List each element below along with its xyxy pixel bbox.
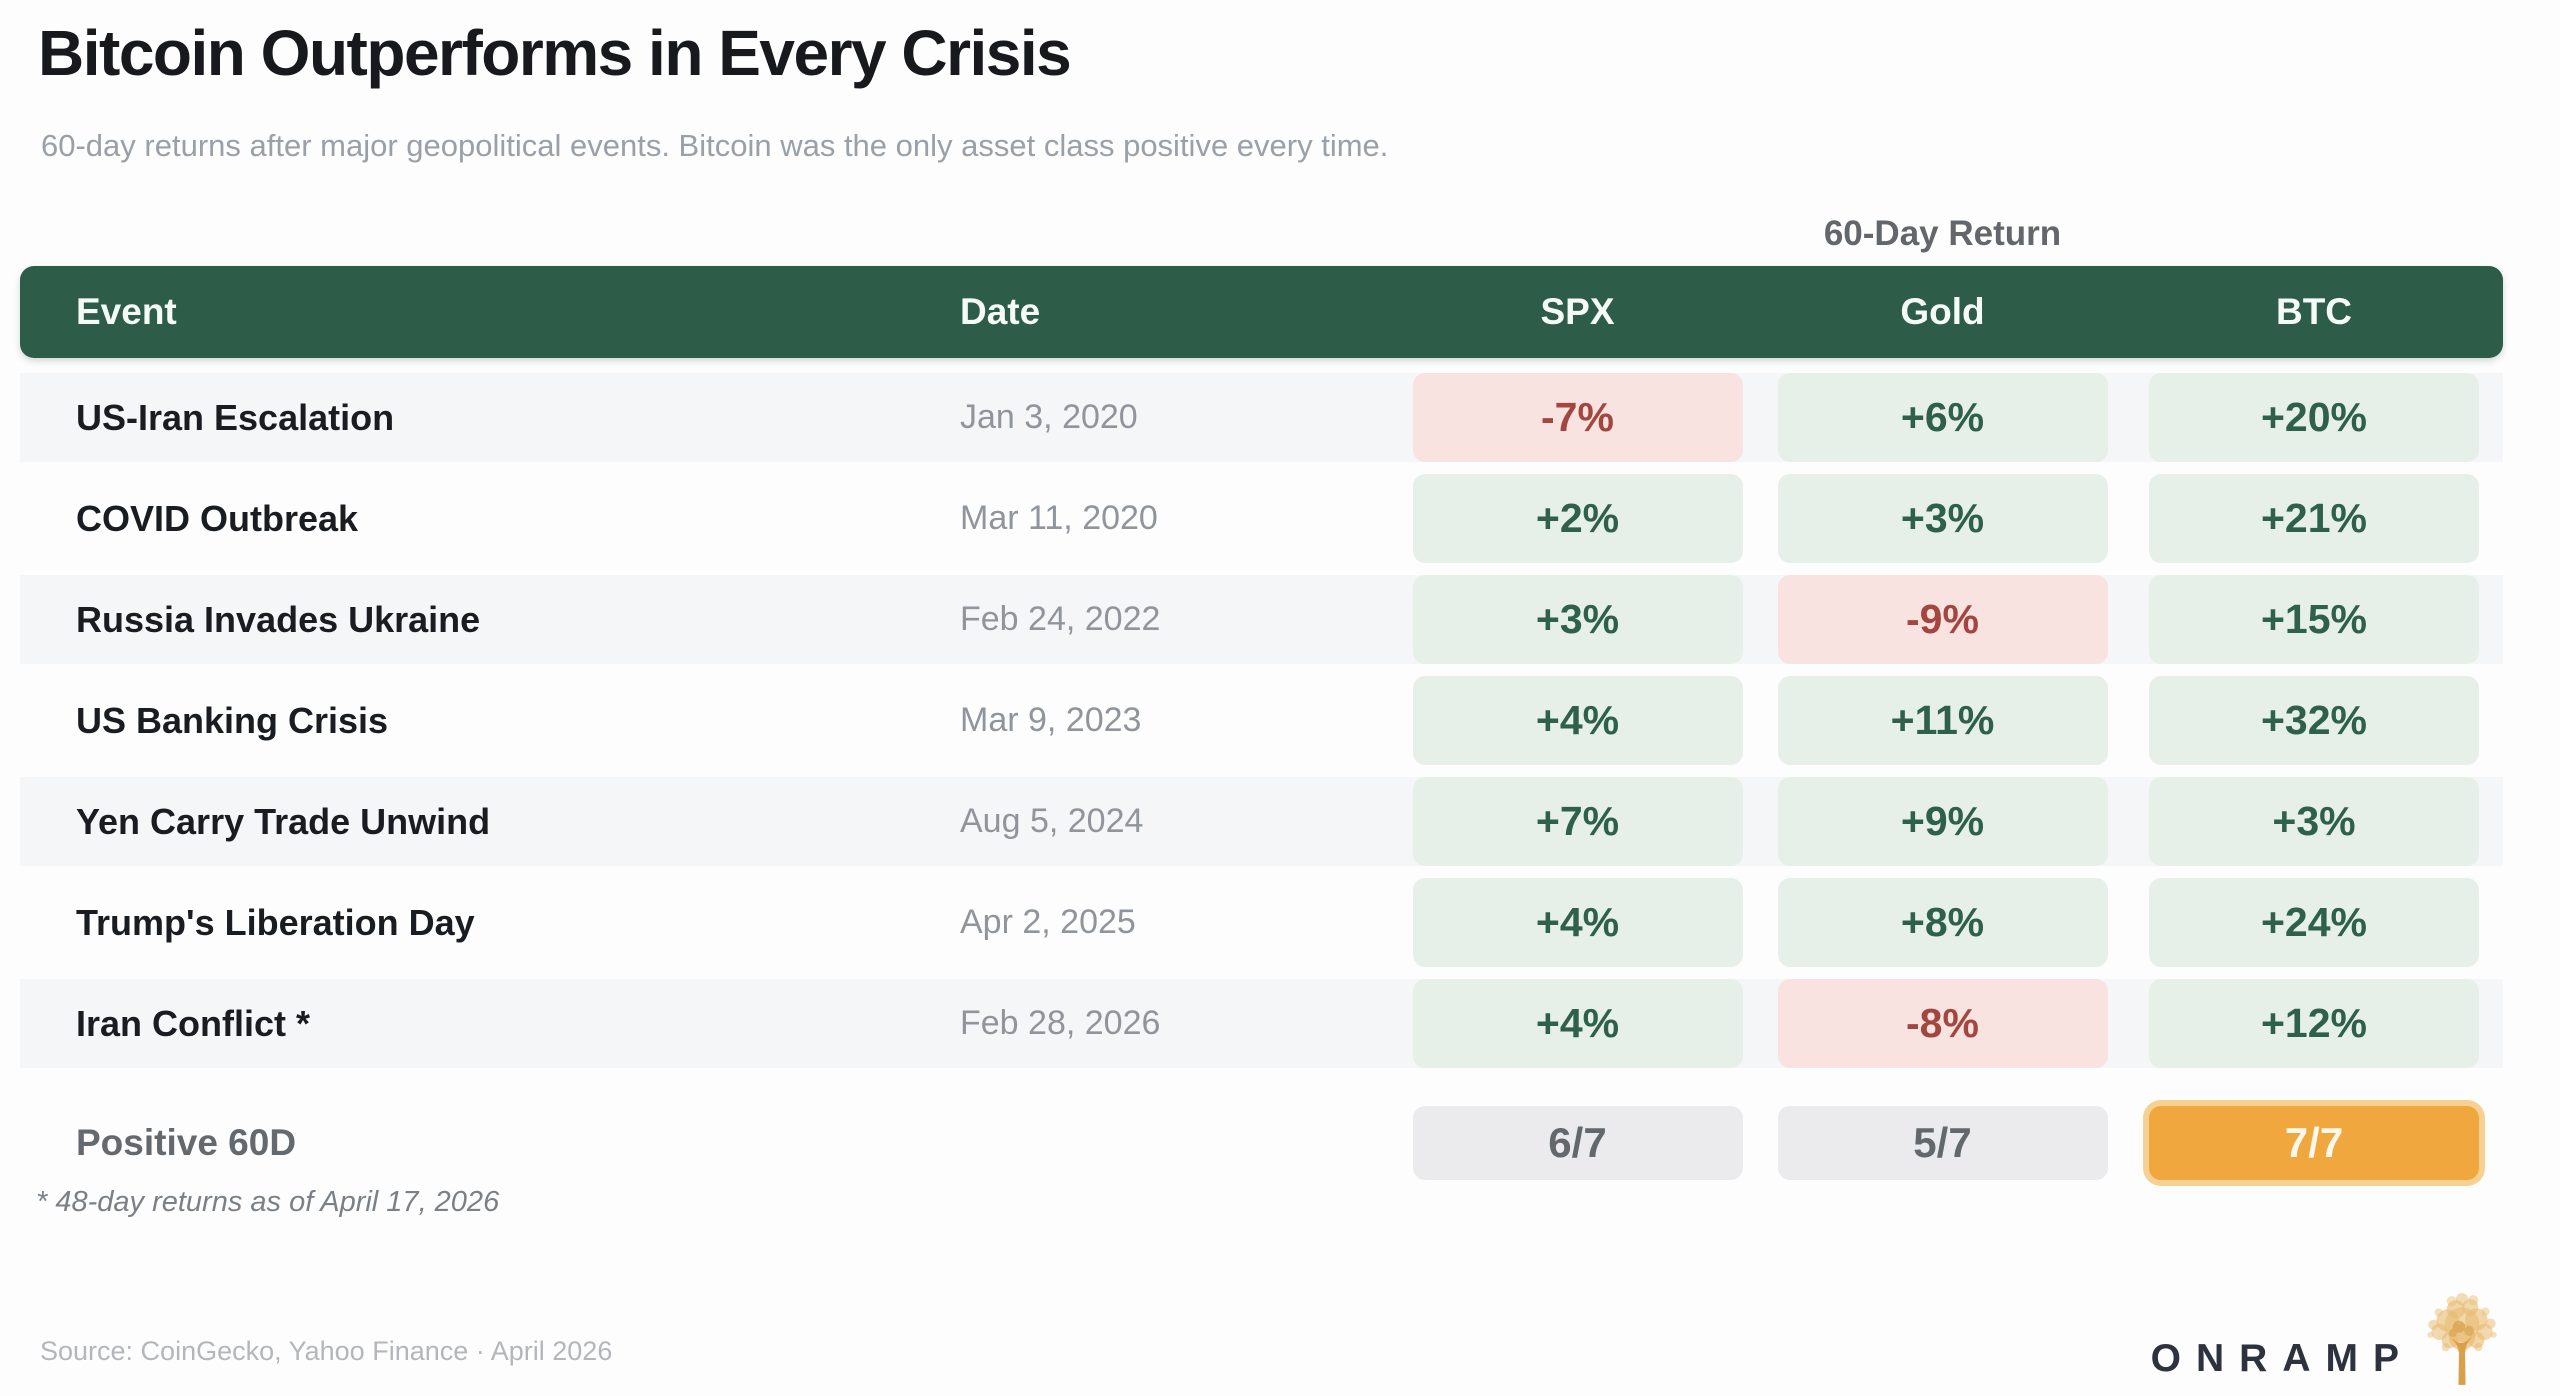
column-header-date: Date — [960, 291, 1041, 332]
date-cell: Aug 5, 2024 — [960, 802, 1144, 840]
date-cell: Feb 24, 2022 — [960, 600, 1161, 638]
date-cell: Apr 2, 2025 — [960, 903, 1136, 941]
spx-cell: +3% — [1395, 575, 1760, 664]
date-cell: Feb 28, 2026 — [960, 1004, 1161, 1042]
summary-pill-btc: 7/7 — [2149, 1106, 2479, 1180]
summary-cell-spx: 6/7 — [1395, 1106, 1760, 1180]
btc-cell: +20% — [2125, 373, 2503, 462]
gold-return-pill: -9% — [1777, 575, 2108, 664]
gold-cell: +11% — [1760, 676, 2125, 765]
btc-return-pill: +20% — [2149, 373, 2479, 462]
spx-return-pill: -7% — [1412, 373, 1743, 462]
summary-row: Positive 60D 6/7 5/7 7/7 — [20, 1106, 2503, 1180]
event-cell: Yen Carry Trade Unwind — [76, 800, 491, 842]
gold-cell: +9% — [1760, 777, 2125, 866]
btc-return-pill: +12% — [2149, 979, 2479, 1068]
summary-cell-btc: 7/7 — [2125, 1106, 2503, 1180]
gold-return-pill: +3% — [1777, 474, 2108, 563]
btc-cell: +32% — [2125, 676, 2503, 765]
onramp-logo: ONRAMP — [2151, 1290, 2512, 1392]
btc-return-pill: +15% — [2149, 575, 2479, 664]
summary-pill-spx: 6/7 — [1412, 1106, 1743, 1180]
spx-cell: -7% — [1395, 373, 1760, 462]
btc-cell: +24% — [2125, 878, 2503, 967]
table-row: COVID Outbreak Mar 11, 2020 +2% +3% +21% — [20, 474, 2503, 563]
btc-return-pill: +24% — [2149, 878, 2479, 967]
spx-cell: +4% — [1395, 878, 1760, 967]
btc-cell: +3% — [2125, 777, 2503, 866]
gold-return-pill: -8% — [1777, 979, 2108, 1068]
source-attribution: Source: CoinGecko, Yahoo Finance · April… — [40, 1336, 613, 1366]
table-row: Iran Conflict * Feb 28, 2026 +4% -8% +12% — [20, 979, 2503, 1068]
gold-return-pill: +11% — [1777, 676, 2108, 765]
event-cell: Trump's Liberation Day — [76, 901, 475, 943]
spx-return-pill: +4% — [1412, 979, 1743, 1068]
btc-cell: +15% — [2125, 575, 2503, 664]
tree-icon — [2427, 1293, 2497, 1385]
gold-cell: +8% — [1760, 878, 2125, 967]
date-cell: Mar 9, 2023 — [960, 701, 1142, 739]
table-row: Trump's Liberation Day Apr 2, 2025 +4% +8% +… — [20, 878, 2503, 967]
group-header-60-day-return: 60-Day Return — [1823, 214, 2062, 253]
gold-return-pill: +6% — [1777, 373, 2108, 462]
spx-return-pill: +7% — [1412, 777, 1743, 866]
spx-cell: +2% — [1395, 474, 1760, 563]
event-cell: US Banking Crisis — [76, 699, 389, 741]
btc-cell: +21% — [2125, 474, 2503, 563]
event-cell: Russia Invades Ukraine — [76, 598, 481, 640]
summary-label: Positive 60D — [76, 1122, 297, 1163]
date-cell: Mar 11, 2020 — [960, 499, 1158, 537]
spx-return-pill: +4% — [1412, 878, 1743, 967]
spx-cell: +4% — [1395, 676, 1760, 765]
gold-cell: -9% — [1760, 575, 2125, 664]
spx-cell: +7% — [1395, 777, 1760, 866]
column-header-gold: Gold — [1900, 291, 1985, 332]
table-row: US Banking Crisis Mar 9, 2023 +4% +11% +32% — [20, 676, 2503, 765]
btc-return-pill: +21% — [2149, 474, 2479, 563]
column-header-spx: SPX — [1540, 291, 1615, 332]
btc-cell: +12% — [2125, 979, 2503, 1068]
btc-return-pill: +3% — [2149, 777, 2479, 866]
returns-table: Event Date SPX Gold BTC US-Iran Escalati… — [20, 266, 2503, 1180]
btc-return-pill: +32% — [2149, 676, 2479, 765]
table-row: Russia Invades Ukraine Feb 24, 2022 +3% -9%… — [20, 575, 2503, 664]
event-cell: COVID Outbreak — [76, 497, 359, 539]
column-header-event: Event — [76, 291, 177, 332]
summary-cell-gold: 5/7 — [1760, 1106, 2125, 1180]
page-subtitle: 60-day returns after major geopolitical … — [41, 128, 1389, 163]
spx-return-pill: +2% — [1412, 474, 1743, 563]
table-header-row: Event Date SPX Gold BTC — [20, 266, 2503, 358]
column-header-btc: BTC — [2275, 291, 2353, 332]
table-row: Yen Carry Trade Unwind Aug 5, 2024 +7% +9% +… — [20, 777, 2503, 866]
gold-return-pill: +9% — [1777, 777, 2108, 866]
table-body: US-Iran Escalation Jan 3, 2020 -7% +6% +20% C… — [20, 373, 2503, 1068]
spx-cell: +4% — [1395, 979, 1760, 1068]
page-title: Bitcoin Outperforms in Every Crisis — [38, 17, 1072, 89]
table-row: US-Iran Escalation Jan 3, 2020 -7% +6% +20% — [20, 373, 2503, 462]
table-footnote: * 48-day returns as of April 17, 2026 — [36, 1186, 500, 1218]
gold-return-pill: +8% — [1777, 878, 2108, 967]
summary-pill-gold: 5/7 — [1777, 1106, 2108, 1180]
event-cell: Iran Conflict * — [76, 1002, 311, 1044]
date-cell: Jan 3, 2020 — [960, 398, 1138, 436]
gold-cell: -8% — [1760, 979, 2125, 1068]
spx-return-pill: +4% — [1412, 676, 1743, 765]
event-cell: US-Iran Escalation — [76, 396, 395, 438]
gold-cell: +3% — [1760, 474, 2125, 563]
onramp-logo-text: ONRAMP — [2150, 1337, 2414, 1380]
gold-cell: +6% — [1760, 373, 2125, 462]
spx-return-pill: +3% — [1412, 575, 1743, 664]
